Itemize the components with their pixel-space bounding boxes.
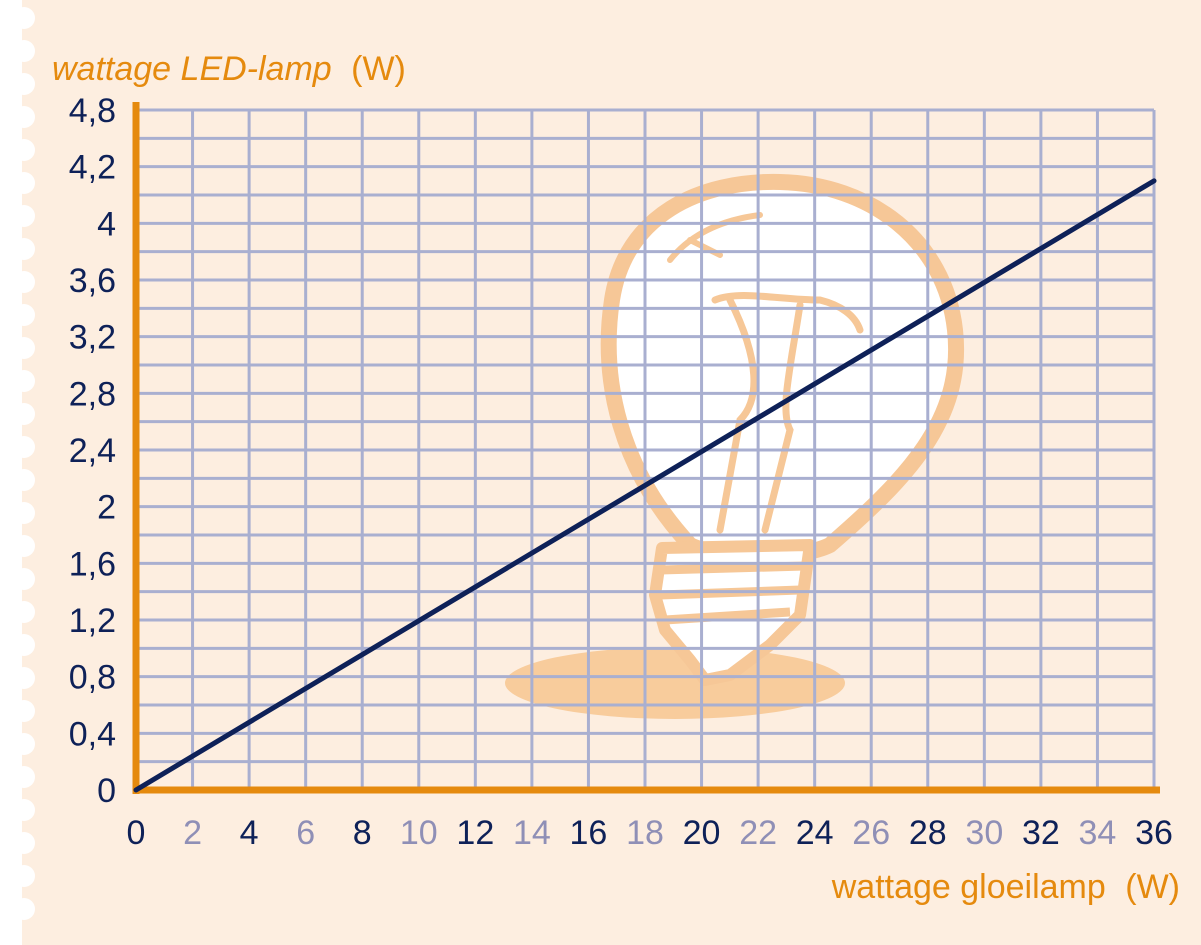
y-tick-label: 1,6 [69,545,116,583]
series-line [133,178,1157,793]
paper-edge-scallop [13,865,35,887]
paper-edge-scallop [13,601,35,623]
torn-paper-edge [0,0,35,945]
y-tick-label: 4 [97,205,116,243]
paper-edge-scallop [13,502,35,524]
paper-edge-scallop [13,898,35,920]
x-tick-label: 24 [796,814,834,852]
x-axis-title: wattage gloeilamp (W) [831,868,1180,906]
paper-edge-scallop [13,436,35,458]
x-tick-label: 30 [965,814,1003,852]
paper-edge-scallop [13,7,35,29]
chart-axes [132,102,1160,794]
paper-edge-scallop [13,106,35,128]
bulb-shadow [505,647,845,719]
y-axis-title-main: wattage LED-lamp [52,50,332,88]
y-tick-label: 2,8 [69,375,116,413]
x-tick-label: 36 [1135,814,1173,852]
y-tick-label: 3,6 [69,262,116,300]
paper-edge-scallop [13,535,35,557]
paper-edge-scallop [13,832,35,854]
paper-edge-scallop [13,271,35,293]
x-tick-label: 2 [183,814,202,852]
x-tick-label: 28 [909,814,947,852]
paper-edge-scallop [13,205,35,227]
paper-edge-scallop [13,634,35,656]
x-tick-label: 20 [683,814,721,852]
paper-edge-scallop [13,667,35,689]
y-axis-title: wattage LED-lamp (W) [52,50,406,88]
paper-edge-scallop [13,568,35,590]
x-tick-label: 8 [353,814,372,852]
paper-edge-scallop [13,73,35,95]
y-axis-title-unit: (W) [351,50,406,88]
y-tick-label: 2 [97,489,116,527]
x-tick-label: 12 [456,814,494,852]
x-tick-label: 22 [739,814,777,852]
x-tick-label: 0 [127,814,146,852]
paper-edge-scallop [13,304,35,326]
paper-edge-scallop [13,766,35,788]
y-tick-label: 4,2 [69,149,116,187]
paper-edge-scallop [13,337,35,359]
paper-edge-scallop [13,172,35,194]
bulb-thread-1 [659,561,806,575]
y-tick-label: 0 [97,772,116,810]
x-tick-labels: 0 2 4 6 8 10 12 14 16 18 20 22 24 26 28 30 32 34 36 [127,814,1173,852]
x-tick-label: 6 [296,814,315,852]
x-axis-title-unit: (W) [1125,868,1180,906]
paper-edge-scallop [13,799,35,821]
x-tick-label: 4 [240,814,259,852]
light-bulb-icon [505,173,965,719]
x-axis-title-main: wattage gloeilamp [831,868,1106,906]
x-tick-label: 10 [400,814,438,852]
paper-edge-scallop [13,700,35,722]
chart-grid [134,108,1156,792]
y-tick-label: 2,4 [69,432,116,470]
paper-edge-scallop [13,40,35,62]
x-tick-label: 14 [513,814,551,852]
chart-series [133,178,1157,793]
y-tick-label: 4,8 [69,92,116,130]
paper-edge-scallop [13,403,35,425]
x-tick-label: 26 [852,814,890,852]
paper-edge-scallop [13,469,35,491]
y-tick-labels: 0 0,4 0,8 1,2 1,6 2 2,4 2,8 3,2 3,6 4 4,2 4,8 [69,92,116,810]
x-tick-label: 16 [570,814,608,852]
y-tick-label: 0,8 [69,659,116,697]
paper-edge-scallop [13,139,35,161]
paper-edge-scallop [13,238,35,260]
bulb-glass [600,173,965,565]
y-tick-label: 3,2 [69,319,116,357]
y-tick-label: 1,2 [69,602,116,640]
x-tick-label: 34 [1079,814,1117,852]
x-tick-label: 32 [1022,814,1060,852]
y-tick-label: 0,4 [69,715,116,753]
paper-edge-scallop [13,370,35,392]
x-tick-label: 18 [626,814,664,852]
paper-edge-scallop [13,733,35,755]
